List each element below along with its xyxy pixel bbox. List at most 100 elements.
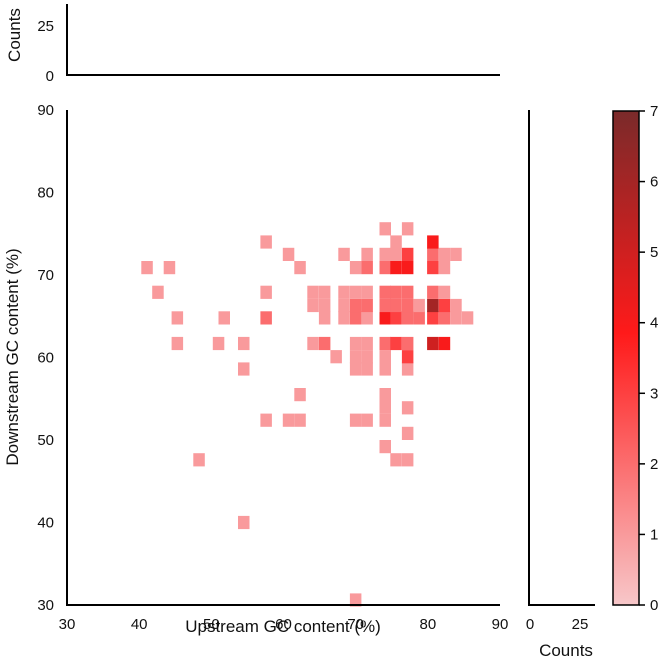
heatmap-cell [427, 235, 439, 249]
heatmap-cell [294, 388, 306, 402]
right-marginal: 0 25 Counts [526, 110, 595, 660]
heatmap-cell [379, 298, 391, 313]
heatmap-cell [212, 336, 225, 351]
heatmap-cell [450, 298, 462, 313]
top-marginal-tick-0: 0 [46, 68, 54, 85]
y-tick-label: 60 [37, 350, 54, 367]
heatmap-cell [349, 362, 362, 376]
heatmap-cell [390, 453, 402, 467]
heatmap-cell [330, 350, 342, 364]
x-tick-label: 40 [131, 616, 148, 633]
heatmap-cell [361, 285, 373, 299]
heatmap-cell [390, 311, 402, 325]
heatmap-cell [438, 247, 451, 261]
heatmap-cell [379, 311, 391, 325]
heatmap-cell [238, 336, 250, 351]
heatmap-cell [379, 413, 391, 427]
heatmap-cell [282, 247, 295, 261]
heatmap-cell [379, 285, 391, 299]
colorbar-ticks: 0 1 2 3 4 5 6 7 [639, 103, 658, 614]
heatmap-cell [401, 285, 414, 299]
heatmap-cell [401, 350, 414, 364]
heatmap-cell [338, 311, 350, 325]
x-tick-label: 50 [203, 616, 220, 633]
heatmap-cell [379, 261, 391, 275]
heatmap-cell [163, 261, 176, 275]
heatmap-cell [427, 311, 439, 325]
heatmap-cell [307, 336, 319, 351]
x-axis-title: Upstream GC content (%) [185, 617, 381, 636]
colorbar: 0 1 2 3 4 5 6 7 [612, 103, 658, 614]
heatmap-cell [361, 350, 373, 364]
heatmap-cell [141, 261, 153, 275]
heatmap-cell [401, 336, 414, 351]
heatmap-cell [401, 401, 414, 415]
heatmap-cell [260, 311, 272, 325]
heatmap-cell [349, 336, 362, 351]
colorbar-tick-label: 1 [650, 526, 658, 543]
heatmap-cell [379, 362, 391, 376]
heatmap-cell [427, 285, 439, 299]
heatmap-cell [390, 247, 402, 261]
heatmap-cell [379, 336, 391, 351]
colorbar-tick-label: 2 [650, 456, 658, 473]
heatmap-cell [318, 311, 331, 325]
heatmap-cell [349, 285, 362, 299]
heatmap-cell [349, 593, 362, 607]
heatmap-cell [318, 298, 331, 313]
heatmap-cell [390, 235, 402, 249]
heatmap-cell [171, 336, 184, 351]
heatmap-cell [461, 311, 474, 325]
heatmap-cell [379, 400, 391, 414]
heatmap-cell [361, 413, 373, 427]
x-tick-label: 90 [492, 616, 509, 633]
heatmap-cell [379, 222, 391, 236]
heatmap-cell [450, 247, 462, 261]
colorbar-tick-label: 3 [650, 385, 658, 402]
heatmap-cell [318, 285, 331, 299]
heatmap-cell [260, 235, 272, 249]
main-plot: 30 40 50 60 70 80 90 30 40 50 60 70 80 90 Upstream G… [3, 102, 508, 636]
heatmap-cell [238, 362, 250, 376]
heatmap-cell [349, 298, 362, 313]
heatmap-cell [171, 311, 184, 325]
heatmap-cell [379, 388, 391, 402]
heatmap-cell [413, 298, 425, 313]
heatmap-cell [294, 413, 306, 427]
colorbar-tick-label: 5 [650, 244, 658, 261]
y-tick-label: 80 [37, 185, 54, 202]
heatmap-cell [318, 336, 331, 351]
heatmap-cell [260, 285, 272, 299]
heatmap-cell [438, 311, 451, 325]
heatmap-cell [361, 298, 373, 313]
x-tick-label: 70 [347, 616, 364, 633]
colorbar-tick-label: 7 [650, 103, 658, 120]
heatmap-cell [294, 261, 306, 275]
heatmap-cell [260, 413, 272, 427]
heatmap-cell [450, 311, 462, 325]
y-tick-label: 40 [37, 515, 54, 532]
heatmap-cell [438, 285, 451, 299]
y-tick-label: 70 [37, 267, 54, 284]
heatmap-cell [401, 222, 414, 236]
heatmap-cell [349, 261, 362, 275]
x-tick-label: 30 [59, 616, 76, 633]
heatmap-cell [390, 298, 402, 313]
heatmap-cell [193, 453, 205, 467]
heatmap-cell [427, 298, 439, 313]
heatmap-cell [401, 261, 414, 275]
top-marginal: 0 25 Counts [5, 4, 500, 85]
heatmap-cell [338, 285, 350, 299]
right-marginal-tick-25: 25 [572, 616, 589, 633]
heatmap-cell [282, 413, 295, 427]
heatmap-cell [427, 247, 439, 261]
colorbar-gradient [612, 110, 640, 606]
heatmap-cell [349, 311, 362, 325]
heatmap-cell [238, 515, 250, 530]
top-marginal-tick-25: 25 [37, 18, 54, 35]
heatmap-cell [361, 311, 373, 325]
heatmap-cell [390, 336, 402, 351]
y-tick-label: 50 [37, 432, 54, 449]
heatmap-cell [307, 298, 319, 313]
x-tick-label: 80 [419, 616, 436, 633]
